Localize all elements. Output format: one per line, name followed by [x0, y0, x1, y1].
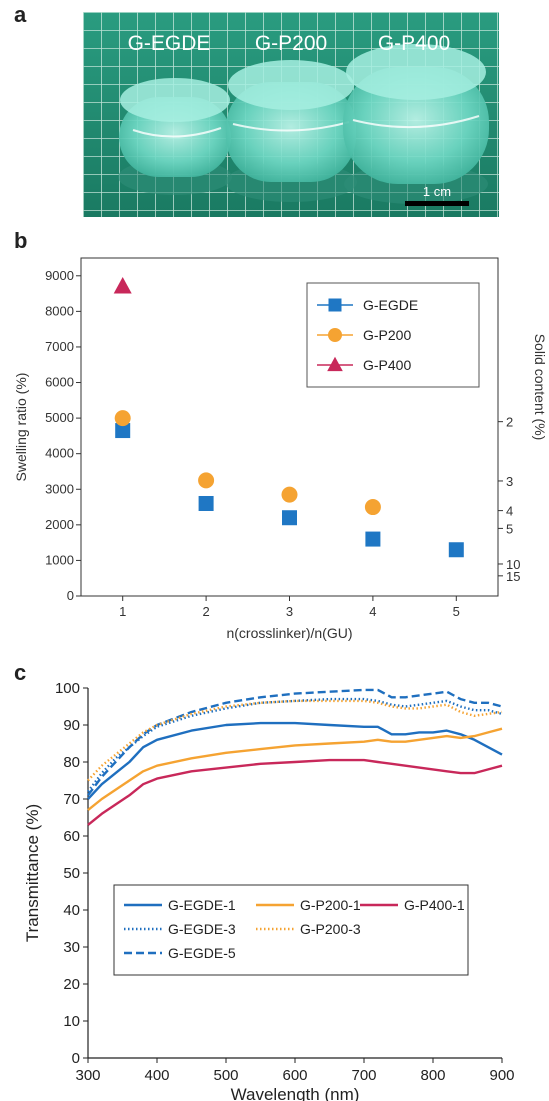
- x-tick-label: 300: [75, 1067, 100, 1084]
- y-tick-label: 100: [55, 680, 80, 697]
- y2-axis-label: Solid content (%): [532, 334, 548, 441]
- legend-entry-g-egde-5: G-EGDE-5: [168, 945, 236, 961]
- gel-p200: [225, 60, 357, 202]
- y2-tick-label: 10: [506, 557, 520, 572]
- y2-tick-label: 2: [506, 415, 513, 430]
- x-axis-label: n(crosslinker)/n(GU): [226, 625, 352, 641]
- legend-marker: [328, 328, 342, 342]
- y-tick-label: 10: [63, 1013, 80, 1030]
- x-tick-label: 700: [351, 1067, 376, 1084]
- y-tick-label: 5000: [45, 410, 74, 425]
- point-g-p400: [113, 277, 132, 294]
- point-g-egde: [448, 542, 464, 558]
- point-g-egde: [365, 531, 381, 547]
- scale-bar-label: 1 cm: [423, 184, 451, 199]
- x-tick-label: 1: [119, 604, 126, 619]
- y-tick-label: 40: [63, 902, 80, 919]
- y-tick-label: 60: [63, 828, 80, 845]
- legend-marker: [327, 356, 343, 372]
- legend-entry-g-egde-3: G-EGDE-3: [168, 921, 236, 937]
- legend-entry-g-p200-3: G-P200-3: [300, 921, 361, 937]
- series-line-g-egde-3: [87, 697, 503, 793]
- y2-tick-label: 4: [506, 504, 513, 519]
- y-tick-label: 3000: [45, 481, 74, 496]
- transmittance-chart: 0 10 20 30 40 50 60 70 80 90 100 300 400 500 600 700 800…: [23, 680, 515, 1101]
- photo-label-egde: G-EGDE: [128, 32, 211, 55]
- x-tick-label: 3: [286, 604, 293, 619]
- y-tick-label: 7000: [45, 339, 74, 354]
- legend-entry-g-egde-1: G-EGDE-1: [168, 897, 236, 913]
- y-tick-label: 6000: [45, 375, 74, 390]
- photo-label-p400: G-P400: [378, 32, 450, 55]
- point-g-egde: [198, 495, 214, 511]
- legend-marker: [328, 298, 342, 312]
- y-tick-label: 50: [63, 865, 80, 882]
- y-axis-label: Transmittance (%): [23, 804, 42, 942]
- swelling-chart: 0 1000 2000 3000 4000 5000 6000 7000 8000 9000 1 2 3…: [13, 257, 548, 641]
- gel-egde: [118, 78, 232, 195]
- x-tick-label: 400: [144, 1067, 169, 1084]
- panel-letter-c: c: [14, 660, 27, 685]
- legend-entry-g-p400: G-P400: [363, 357, 411, 373]
- point-g-egde: [115, 423, 131, 439]
- x-axis-label: Wavelength (nm): [231, 1085, 360, 1101]
- x-tick-label: 2: [202, 604, 209, 619]
- x-tick-label: 900: [489, 1067, 514, 1084]
- panel-letter-a: a: [14, 2, 27, 27]
- y-tick-label: 9000: [45, 268, 74, 283]
- y-tick-label: 30: [63, 939, 80, 956]
- y-tick-label: 1000: [45, 552, 74, 567]
- x-tick-label: 4: [369, 604, 376, 619]
- y-tick-label: 70: [63, 791, 80, 808]
- panel-letter-b: b: [14, 228, 28, 253]
- gel-p400: [343, 44, 489, 204]
- y-tick-label: 0: [67, 588, 74, 603]
- y-tick-label: 0: [72, 1050, 80, 1067]
- point-g-p200: [281, 486, 298, 503]
- y-tick-label: 80: [63, 754, 80, 771]
- series-line-g-p200-3: [87, 699, 503, 782]
- y-tick-label: 90: [63, 717, 80, 734]
- hydrogel-photo: G-EGDE G-P200 G-P400 1 cm: [83, 12, 499, 217]
- scale-bar: [405, 201, 469, 206]
- y2-tick-label: 5: [506, 521, 513, 536]
- point-g-p200: [198, 472, 215, 489]
- y2-tick-label: 15: [506, 569, 520, 584]
- photo-label-p200: G-P200: [255, 32, 327, 55]
- x-tick-label: 5: [453, 604, 460, 619]
- y-tick-label: 20: [63, 976, 80, 993]
- series-line-g-p400-1: [87, 758, 503, 826]
- y-tick-label: 4000: [45, 446, 74, 461]
- series-line-g-egde-5: [87, 688, 503, 797]
- legend-entry-g-p200: G-P200: [363, 327, 411, 343]
- point-g-egde: [282, 510, 297, 526]
- y2-tick-label: 3: [506, 474, 513, 489]
- y-axis-label: Swelling ratio (%): [13, 373, 29, 482]
- series-line-g-egde-1: [87, 721, 503, 800]
- legend-entry-g-egde: G-EGDE: [363, 297, 418, 313]
- series-line-g-p200-1: [87, 727, 503, 812]
- point-g-p200: [364, 499, 381, 516]
- legend-box: [113, 884, 469, 976]
- y-tick-label: 8000: [45, 303, 74, 318]
- legend-entry-g-p200-1: G-P200-1: [300, 897, 361, 913]
- point-g-p200: [114, 410, 131, 427]
- x-tick-label: 800: [420, 1067, 445, 1084]
- x-tick-label: 600: [282, 1067, 307, 1084]
- y-tick-label: 2000: [45, 517, 74, 532]
- legend-entry-g-p400-1: G-P400-1: [404, 897, 465, 913]
- x-tick-label: 500: [213, 1067, 238, 1084]
